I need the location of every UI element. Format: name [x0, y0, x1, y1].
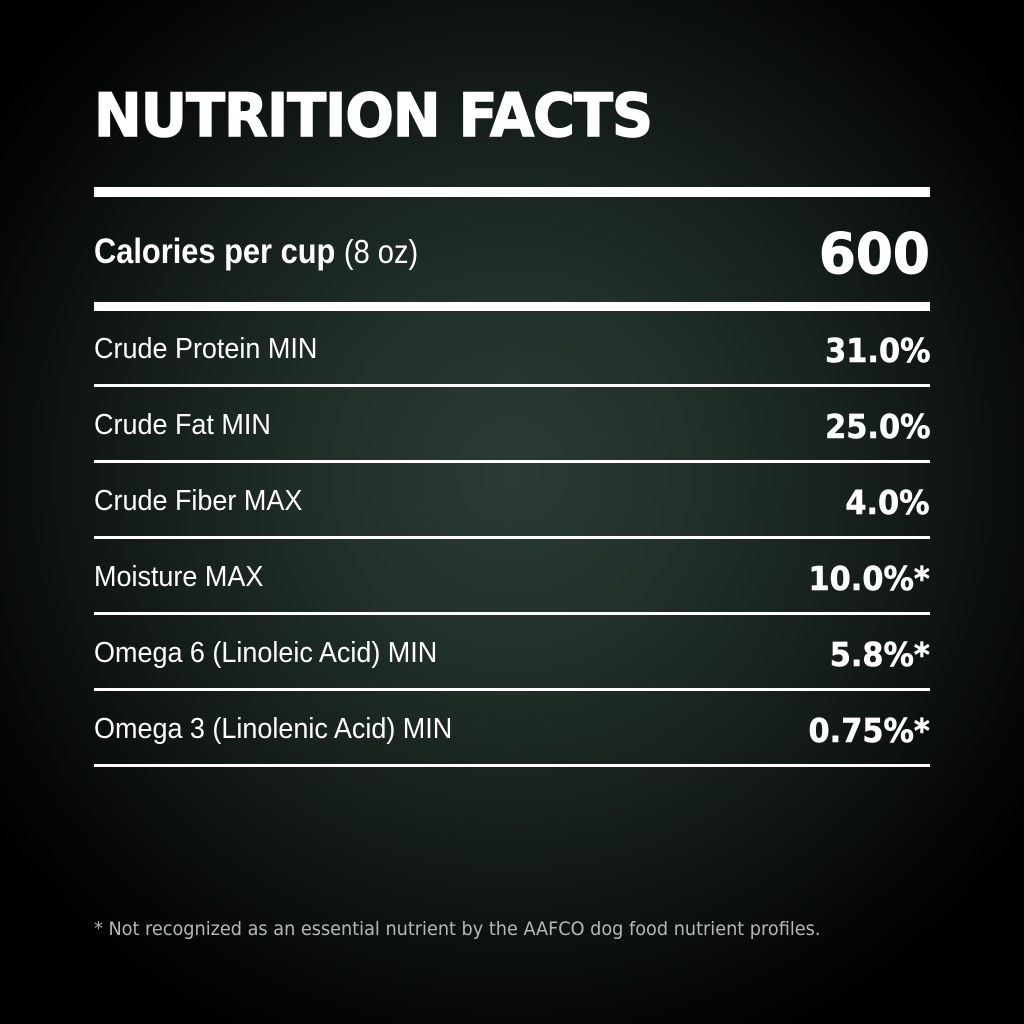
nutrient-label: Crude Protein MIN — [94, 333, 318, 365]
nutrient-value: 31.0% — [824, 331, 930, 371]
nutrient-label: Moisture MAX — [94, 561, 264, 593]
calories-row: Calories per cup (8 oz) 600 — [94, 222, 930, 288]
nutrient-value: 4.0% — [845, 483, 931, 523]
nutrient-row-omega-3: Omega 3 (Linolenic Acid) MIN 0.75%* — [94, 691, 930, 767]
nutrient-row-crude-protein: Crude Protein MIN 31.0% — [94, 311, 930, 387]
nutrient-row-omega-6: Omega 6 (Linoleic Acid) MIN 5.8%* — [94, 615, 930, 691]
calories-label: Calories per cup — [94, 232, 336, 271]
nutrient-value: 0.75%* — [808, 711, 931, 751]
nutrient-value: 5.8%* — [829, 635, 931, 675]
divider-thick-top — [94, 187, 930, 197]
nutrient-label: Crude Fat MIN — [94, 409, 271, 441]
nutrient-table: Crude Protein MIN 31.0% Crude Fat MIN 25… — [94, 311, 930, 767]
nutrition-facts-panel: NUTRITION FACTS Calories per cup (8 oz) … — [93, 0, 930, 1024]
nutrient-row-crude-fiber: Crude Fiber MAX 4.0% — [94, 463, 930, 539]
nutrient-label: Omega 6 (Linoleic Acid) MIN — [94, 637, 438, 669]
nutrient-value: 25.0% — [824, 407, 930, 447]
nutrient-row-crude-fat: Crude Fat MIN 25.0% — [94, 387, 930, 463]
page-title: NUTRITION FACTS — [93, 81, 653, 151]
footnote: * Not recognized as an essential nutrien… — [94, 918, 821, 940]
nutrient-label: Crude Fiber MAX — [94, 485, 303, 517]
calories-unit: (8 oz) — [343, 233, 419, 270]
divider-thick-middle — [94, 302, 930, 311]
nutrient-row-moisture: Moisture MAX 10.0%* — [94, 539, 930, 615]
calories-value: 600 — [818, 222, 930, 288]
calories-label-group: Calories per cup (8 oz) — [94, 232, 418, 272]
nutrient-label: Omega 3 (Linolenic Acid) MIN — [94, 713, 453, 745]
nutrient-value: 10.0%* — [808, 559, 931, 599]
